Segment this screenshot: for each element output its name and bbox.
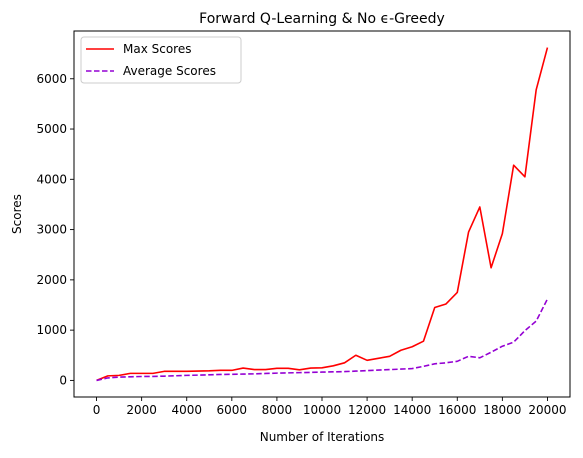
y-tick-label: 2000: [36, 273, 67, 287]
x-tick-label: 14000: [393, 403, 431, 417]
x-tick-label: 0: [93, 403, 101, 417]
x-tick-label: 8000: [262, 403, 293, 417]
legend-label-average-scores: Average Scores: [123, 64, 216, 78]
y-tick-label: 0: [59, 373, 67, 387]
x-tick-label: 2000: [126, 403, 157, 417]
x-tick-label: 18000: [483, 403, 521, 417]
x-tick-label: 6000: [217, 403, 248, 417]
y-tick-label: 3000: [36, 223, 67, 237]
series-line-max-scores: [97, 48, 548, 381]
x-tick-label: 20000: [528, 403, 566, 417]
y-tick-label: 1000: [36, 323, 67, 337]
x-tick-label: 16000: [438, 403, 476, 417]
legend-label-max-scores: Max Scores: [123, 42, 191, 56]
chart-title: Forward Q-Learning & No ϵ-Greedy: [199, 11, 445, 27]
y-tick-label: 4000: [36, 172, 67, 186]
x-tick-label: 10000: [303, 403, 341, 417]
legend: Max Scores Average Scores: [81, 37, 241, 83]
y-axis-ticks: 0 1000 2000 3000 4000 5000 6000: [36, 72, 74, 388]
y-tick-label: 5000: [36, 122, 67, 136]
plot-marks: [97, 48, 548, 381]
y-tick-label: 6000: [36, 72, 67, 86]
x-tick-label: 4000: [171, 403, 202, 417]
x-tick-label: 12000: [348, 403, 386, 417]
plot-frame: [74, 31, 570, 397]
x-axis-ticks: 0 2000 4000 6000 8000 10000 12000 14000 16000 180…: [93, 397, 567, 417]
y-axis-label: Scores: [10, 194, 24, 234]
x-axis-label: Number of Iterations: [260, 430, 385, 444]
